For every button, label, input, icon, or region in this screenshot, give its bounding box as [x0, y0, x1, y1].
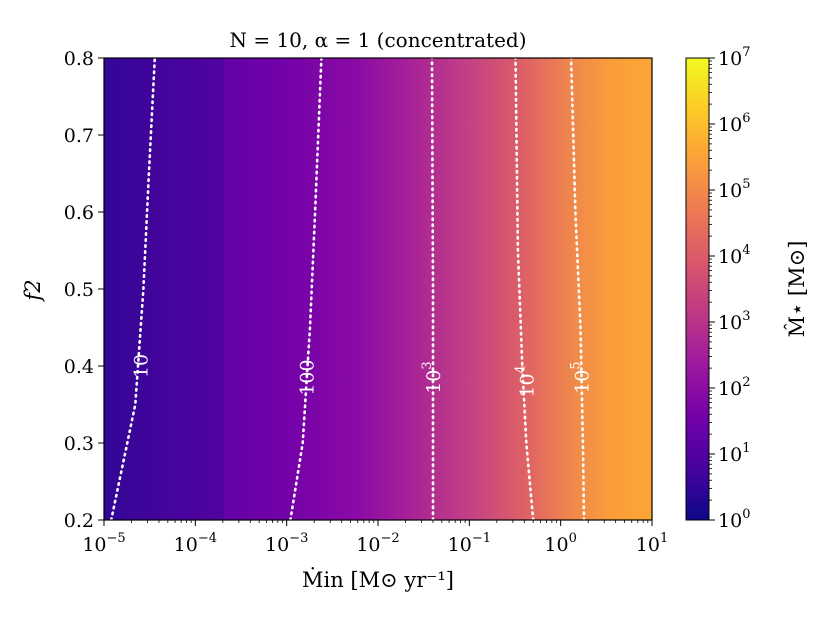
colorbar-tick-label: 104: [718, 243, 750, 268]
y-tick-label: 0.5: [64, 279, 94, 301]
colorbar: [685, 57, 710, 521]
x-tick-label: 10−1: [448, 531, 491, 556]
x-axis-ticks: 10−5 10−4 10−3 10−2 10−1 100 101: [82, 520, 668, 556]
heatmap-surface: [104, 58, 652, 520]
colorbar-tick-label: 106: [718, 111, 750, 136]
y-tick-label: 0.6: [64, 202, 94, 224]
contour-line: [109, 56, 157, 522]
contour-line: [289, 56, 323, 522]
contour-label: 103: [420, 361, 445, 393]
y-tick-label: 0.4: [64, 356, 94, 378]
y-tick-label: 0.7: [64, 125, 94, 147]
heatmap-shading-left: [104, 58, 224, 520]
contour-label: 105: [569, 361, 594, 393]
contour-line: [430, 56, 435, 522]
y-axis-ticks: 0.2 0.3 0.4 0.5 0.6 0.7 0.8: [64, 48, 104, 532]
y-tick-label: 0.3: [64, 433, 94, 455]
colorbar-tick-label: 101: [718, 441, 750, 466]
contour-label: 10: [130, 354, 152, 378]
colorbar-tick-label: 103: [718, 309, 750, 334]
colorbar-label: M̂⋆ [M⊙]: [785, 241, 809, 338]
colorbar-ticks: 100 101 102 103 104 105 106 107: [709, 45, 750, 532]
x-tick-label: 101: [636, 531, 668, 556]
colorbar-tick-label: 105: [718, 177, 750, 202]
contour-lines: [109, 56, 586, 522]
contour-label-group: 10: [130, 354, 152, 378]
contour-label: 104: [513, 365, 538, 397]
x-tick-label: 100: [544, 531, 576, 556]
colorbar-tick-label: 100: [718, 507, 750, 532]
y-axis-label: f2: [21, 279, 45, 302]
contour-label-group: 104: [513, 365, 538, 397]
x-axis-label: Ṁin [M⊙ yr⁻¹]: [302, 568, 454, 592]
chart-title: N = 10, α = 1 (concentrated): [229, 28, 526, 52]
y-tick-label: 0.8: [64, 48, 94, 70]
x-tick-label: 10−2: [356, 531, 399, 556]
contour-label-group: 100: [297, 359, 319, 395]
contour-label: 100: [297, 359, 319, 395]
x-tick-label: 10−5: [82, 531, 125, 556]
contour-labels: 10 100 103 104 105: [130, 354, 594, 398]
contour-label-group: 103: [420, 361, 445, 393]
x-tick-label: 10−4: [174, 531, 217, 556]
contour-label-group: 105: [569, 361, 594, 393]
colorbar-tick-label: 107: [718, 45, 750, 70]
contour-line: [569, 56, 586, 522]
colorbar-tick-label: 102: [718, 375, 750, 400]
x-tick-label: 10−3: [265, 531, 308, 556]
y-tick-label: 0.2: [64, 510, 94, 532]
